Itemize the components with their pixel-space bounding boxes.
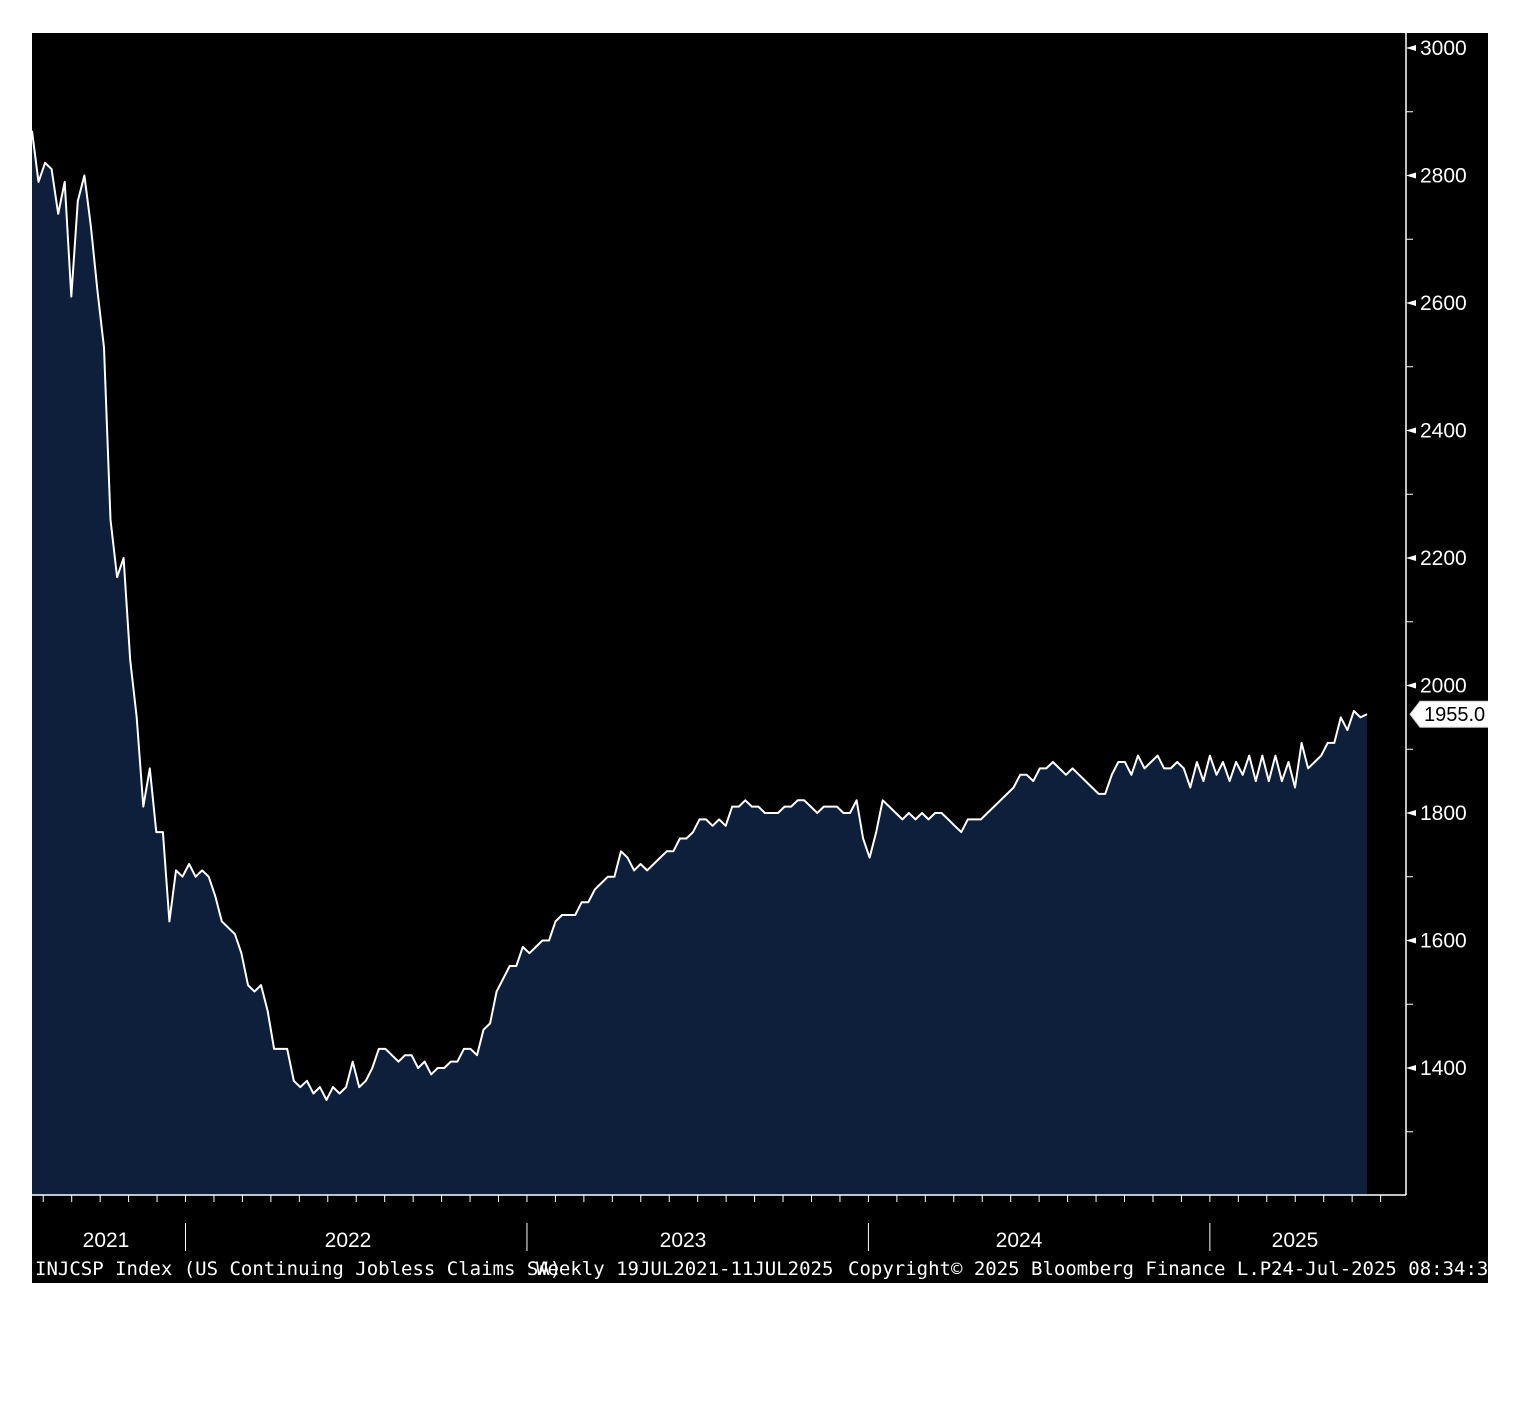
y-tick-mark [1406,1065,1416,1071]
y-tick-mark [1406,810,1416,816]
y-tick-label: 2000 [1420,675,1467,698]
last-value-flag [1409,700,1488,728]
y-tick-mark [1406,300,1416,306]
chart-svg: 3000 2800 2600 2400 2200 2000 1800 1600 1400 202… [32,33,1488,1252]
y-tick-label: 1400 [1420,1057,1467,1080]
footer-ticker: INJCSP Index (US Continuing Jobless Clai… [35,1258,562,1280]
y-tick-mark [1406,555,1416,561]
series-area [32,130,1367,1195]
last-value-label: 1955.0 [1424,704,1485,726]
year-label: 2021 [83,1229,130,1252]
footer-range: Weekly 19JUL2021-11JUL2025 [536,1258,834,1280]
footer: INJCSP Index (US Continuing Jobless Clai… [32,1255,1500,1283]
y-tick-label: 3000 [1420,37,1467,60]
series-line [32,130,1368,1101]
y-tick-label: 2400 [1420,420,1467,443]
y-tick-label: 2800 [1420,165,1467,188]
year-label: 2025 [1272,1229,1319,1252]
y-tick-label: 1600 [1420,930,1467,953]
y-tick-mark [1406,682,1416,689]
y-tick-label: 1800 [1420,802,1467,825]
year-label: 2024 [996,1229,1043,1252]
year-label: 2023 [660,1229,707,1252]
y-tick-label: 2200 [1420,547,1467,570]
y-tick-mark [1406,45,1416,51]
footer-timestamp: 24-Jul-2025 08:34:36 [1271,1258,1500,1280]
y-tick-mark [1406,172,1416,179]
year-label: 2022 [325,1229,372,1252]
y-tick-mark [1406,937,1416,944]
chart-frame: 3000 2800 2600 2400 2200 2000 1800 1600 1400 202… [32,33,1500,1283]
y-tick-mark [1406,427,1416,434]
footer-copyright: Copyright© 2025 Bloomberg Finance L.P. [848,1258,1283,1280]
y-tick-label: 2600 [1420,292,1467,315]
